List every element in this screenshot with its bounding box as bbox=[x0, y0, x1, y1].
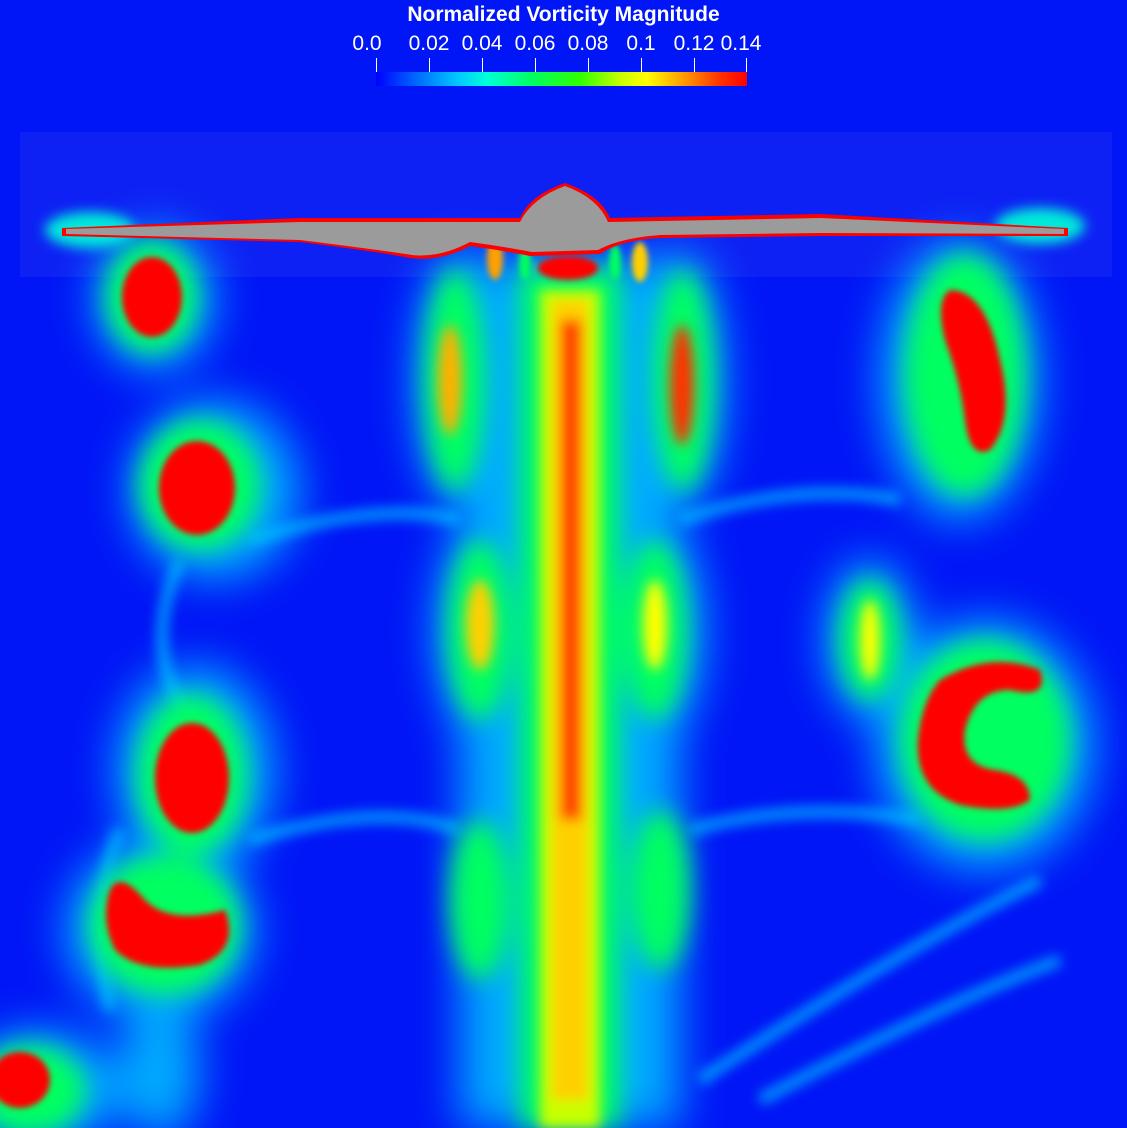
tick-label: 0.08 bbox=[567, 32, 609, 55]
wake-core-layer bbox=[438, 290, 880, 1128]
legend-title: Normalized Vorticity Magnitude bbox=[407, 3, 720, 26]
colorbar bbox=[376, 72, 747, 86]
tick-label: 0.12 bbox=[673, 32, 715, 55]
tick-mark bbox=[535, 58, 536, 74]
tick-mark bbox=[588, 58, 589, 74]
tick-mark bbox=[694, 58, 695, 74]
tick-mark bbox=[746, 58, 747, 74]
rotor-blade bbox=[62, 183, 1068, 259]
tick-label: 0.1 bbox=[626, 32, 656, 55]
tick-label: 0.04 bbox=[461, 32, 503, 55]
color-legend: Normalized Vorticity Magnitude 0.0 0.02 … bbox=[0, 0, 1127, 100]
tick-label: 0.0 bbox=[352, 32, 382, 55]
tick-mark bbox=[641, 58, 642, 74]
vortex-core-layer bbox=[0, 257, 1042, 1108]
tick-mark bbox=[429, 58, 430, 74]
tick-label: 0.06 bbox=[514, 32, 556, 55]
tick-label: 0.14 bbox=[720, 32, 762, 55]
tick-mark bbox=[376, 58, 377, 74]
tick-mark bbox=[482, 58, 483, 74]
tick-label: 0.02 bbox=[408, 32, 450, 55]
